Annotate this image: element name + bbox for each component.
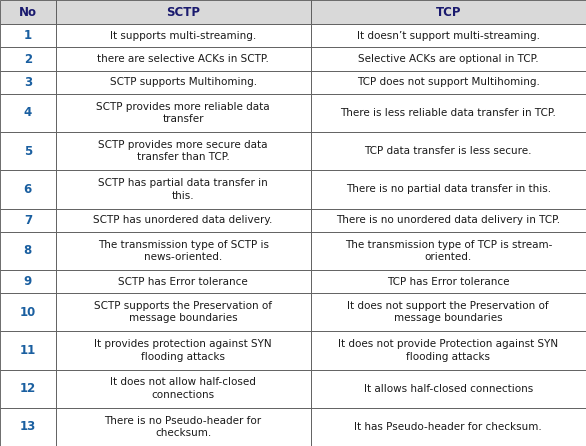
Text: 1: 1 bbox=[24, 29, 32, 42]
Bar bbox=[311, 270, 586, 293]
Text: 6: 6 bbox=[23, 183, 32, 196]
Bar bbox=[56, 170, 311, 209]
Text: there are selective ACKs in SCTP.: there are selective ACKs in SCTP. bbox=[97, 54, 269, 64]
Text: SCTP has partial data transfer in
this.: SCTP has partial data transfer in this. bbox=[98, 178, 268, 201]
Text: It does not provide Protection against SYN
flooding attacks: It does not provide Protection against S… bbox=[338, 339, 558, 362]
Bar bbox=[311, 25, 586, 47]
Bar bbox=[311, 94, 586, 132]
Bar bbox=[56, 70, 311, 94]
Text: The transmission type of TCP is stream-
oriented.: The transmission type of TCP is stream- … bbox=[345, 240, 552, 262]
Text: It does not allow half-closed
connections: It does not allow half-closed connection… bbox=[110, 377, 256, 400]
Bar bbox=[311, 70, 586, 94]
Bar bbox=[311, 331, 586, 370]
Text: 10: 10 bbox=[20, 306, 36, 319]
Text: 12: 12 bbox=[20, 382, 36, 395]
Text: It does not support the Preservation of
message boundaries: It does not support the Preservation of … bbox=[347, 301, 549, 323]
Text: 11: 11 bbox=[20, 344, 36, 357]
Text: It provides protection against SYN
flooding attacks: It provides protection against SYN flood… bbox=[94, 339, 272, 362]
Bar bbox=[0, 70, 56, 94]
Bar bbox=[56, 25, 311, 47]
Text: 8: 8 bbox=[23, 244, 32, 257]
Bar bbox=[311, 209, 586, 231]
Text: TCP has Error tolerance: TCP has Error tolerance bbox=[387, 277, 510, 286]
Bar bbox=[0, 0, 56, 25]
Text: 13: 13 bbox=[20, 421, 36, 434]
Bar bbox=[0, 408, 56, 446]
Bar bbox=[56, 293, 311, 331]
Bar bbox=[56, 408, 311, 446]
Text: SCTP provides more secure data
transfer than TCP.: SCTP provides more secure data transfer … bbox=[98, 140, 268, 162]
Text: 3: 3 bbox=[24, 76, 32, 89]
Text: Selective ACKs are optional in TCP.: Selective ACKs are optional in TCP. bbox=[358, 54, 539, 64]
Text: SCTP has Error tolerance: SCTP has Error tolerance bbox=[118, 277, 248, 286]
Bar bbox=[311, 408, 586, 446]
Text: 7: 7 bbox=[24, 214, 32, 227]
Text: SCTP provides more reliable data
transfer: SCTP provides more reliable data transfe… bbox=[96, 102, 270, 124]
Text: There is no Pseudo-header for
checksum.: There is no Pseudo-header for checksum. bbox=[104, 416, 262, 438]
Bar bbox=[311, 293, 586, 331]
Bar bbox=[0, 47, 56, 70]
Text: SCTP has unordered data delivery.: SCTP has unordered data delivery. bbox=[93, 215, 273, 225]
Text: 4: 4 bbox=[23, 107, 32, 120]
Text: SCTP supports the Preservation of
message boundaries: SCTP supports the Preservation of messag… bbox=[94, 301, 272, 323]
Text: 5: 5 bbox=[23, 145, 32, 158]
Text: There is no partial data transfer in this.: There is no partial data transfer in thi… bbox=[346, 184, 551, 194]
Bar bbox=[311, 370, 586, 408]
Bar bbox=[56, 231, 311, 270]
Text: 9: 9 bbox=[23, 275, 32, 288]
Text: It has Pseudo-header for checksum.: It has Pseudo-header for checksum. bbox=[355, 422, 542, 432]
Bar bbox=[56, 209, 311, 231]
Text: There is no unordered data delivery in TCP.: There is no unordered data delivery in T… bbox=[336, 215, 560, 225]
Bar bbox=[311, 132, 586, 170]
Text: TCP: TCP bbox=[435, 6, 461, 19]
Bar bbox=[0, 293, 56, 331]
Text: SCTP supports Multihoming.: SCTP supports Multihoming. bbox=[110, 77, 257, 87]
Bar bbox=[311, 231, 586, 270]
Text: The transmission type of SCTP is
news-oriented.: The transmission type of SCTP is news-or… bbox=[98, 240, 268, 262]
Bar bbox=[311, 170, 586, 209]
Bar bbox=[56, 0, 311, 25]
Text: TCP data transfer is less secure.: TCP data transfer is less secure. bbox=[364, 146, 532, 156]
Bar bbox=[0, 231, 56, 270]
Bar bbox=[0, 132, 56, 170]
Bar bbox=[56, 331, 311, 370]
Text: It supports multi-streaming.: It supports multi-streaming. bbox=[110, 31, 256, 41]
Text: There is less reliable data transfer in TCP.: There is less reliable data transfer in … bbox=[340, 108, 556, 118]
Bar bbox=[56, 47, 311, 70]
Bar bbox=[0, 370, 56, 408]
Bar bbox=[56, 370, 311, 408]
Bar bbox=[0, 25, 56, 47]
Bar bbox=[0, 209, 56, 231]
Text: It allows half-closed connections: It allows half-closed connections bbox=[364, 384, 533, 394]
Text: 2: 2 bbox=[24, 53, 32, 66]
Text: SCTP: SCTP bbox=[166, 6, 200, 19]
Bar bbox=[311, 0, 586, 25]
Bar bbox=[0, 94, 56, 132]
Bar bbox=[0, 270, 56, 293]
Text: TCP does not support Multihoming.: TCP does not support Multihoming. bbox=[357, 77, 540, 87]
Bar bbox=[56, 132, 311, 170]
Bar bbox=[0, 170, 56, 209]
Bar bbox=[56, 94, 311, 132]
Bar bbox=[56, 270, 311, 293]
Bar bbox=[311, 47, 586, 70]
Bar bbox=[0, 331, 56, 370]
Text: It doesn’t support multi-streaming.: It doesn’t support multi-streaming. bbox=[357, 31, 540, 41]
Text: No: No bbox=[19, 6, 37, 19]
